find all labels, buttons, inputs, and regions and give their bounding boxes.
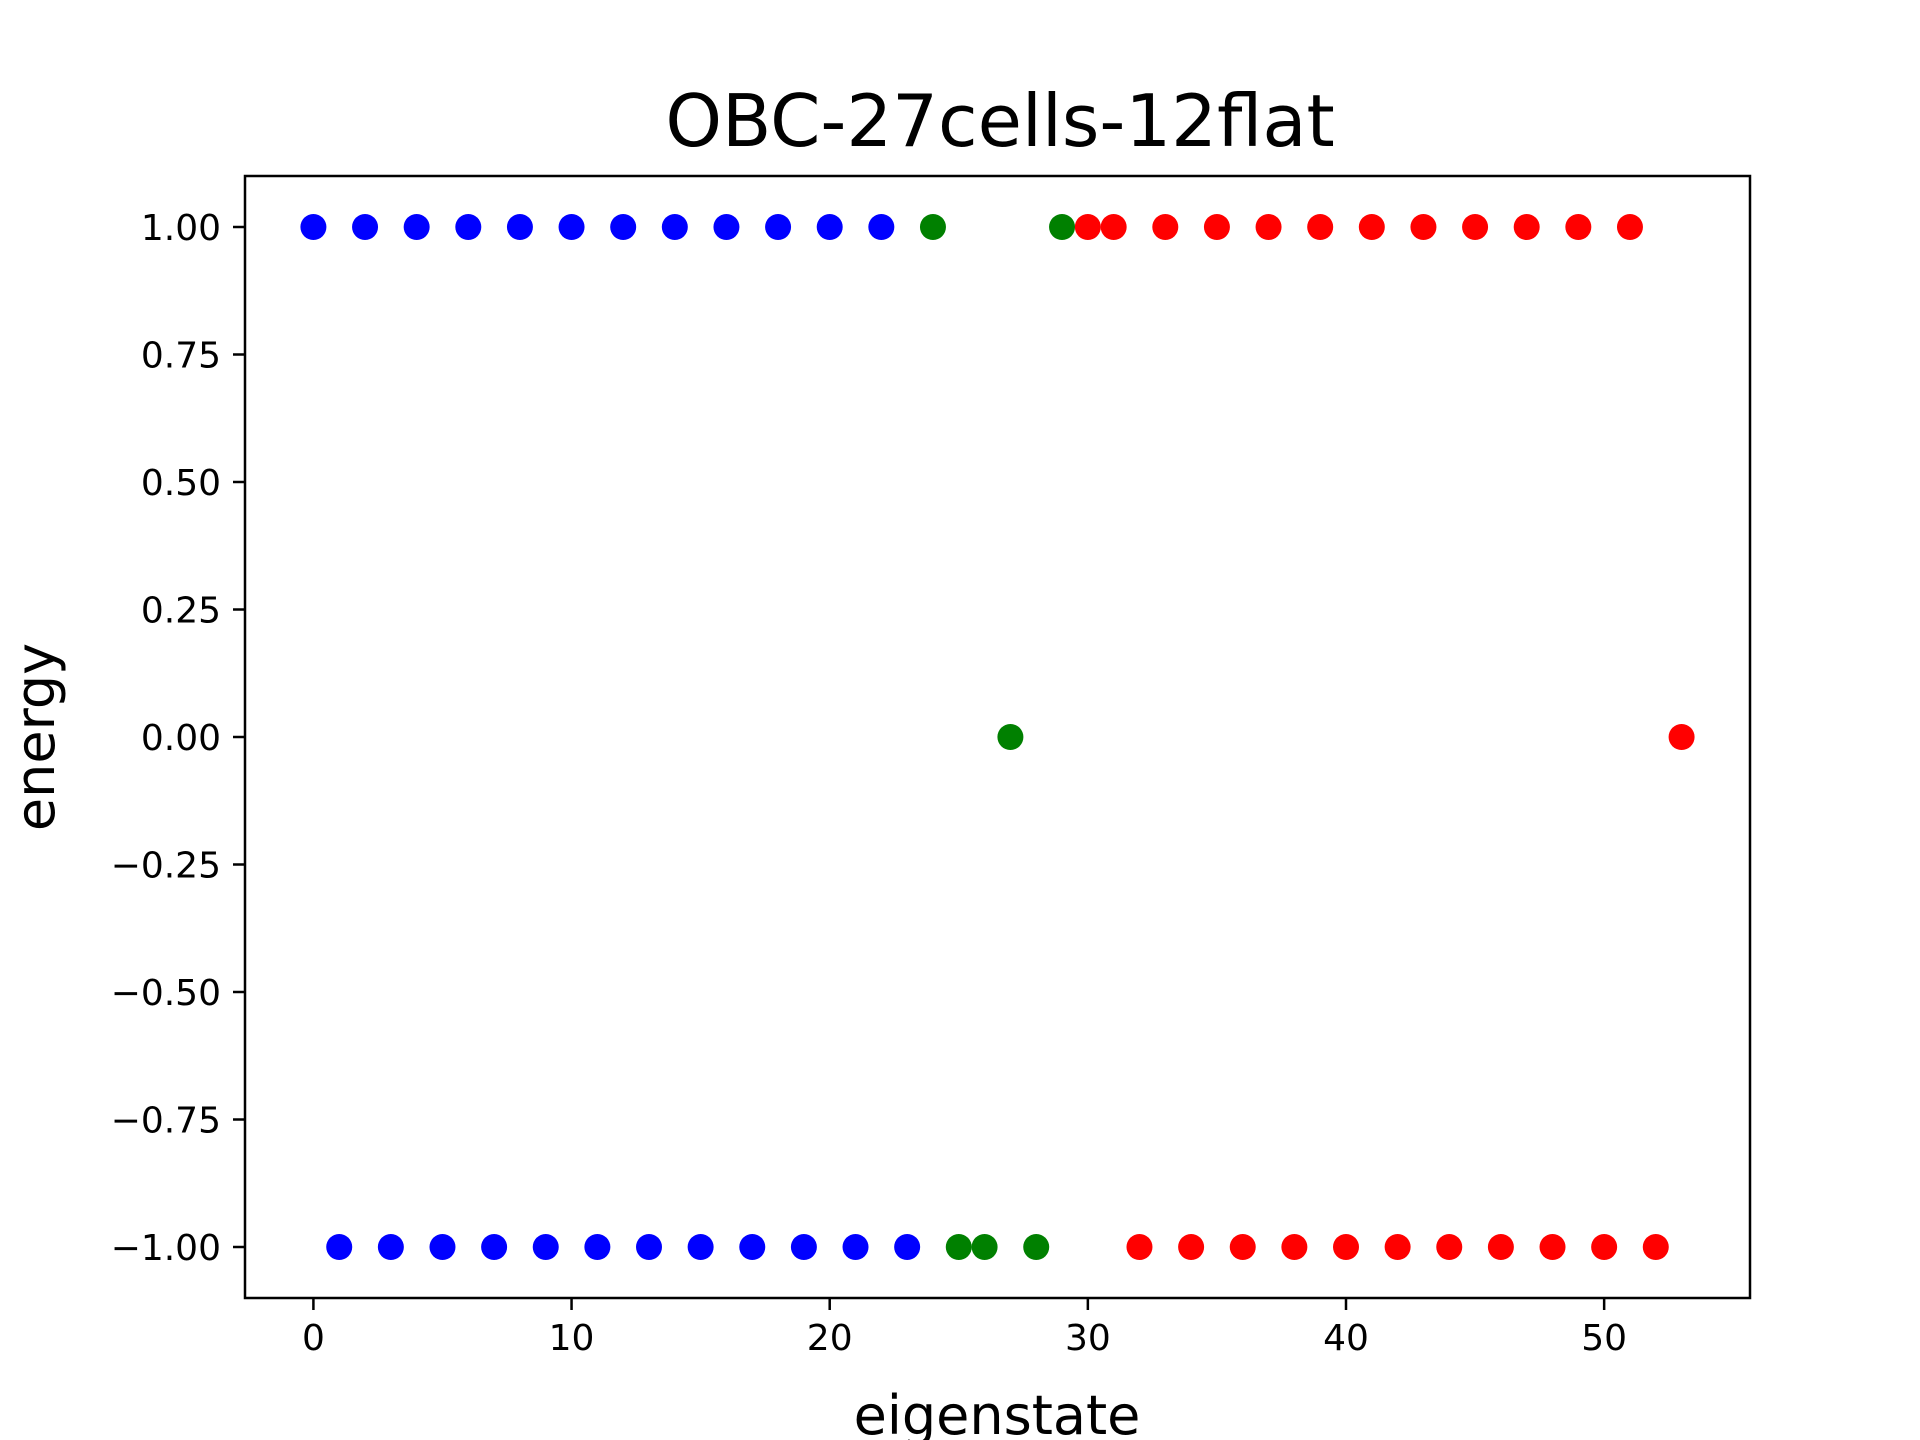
data-point — [971, 1234, 998, 1260]
data-point — [842, 1234, 869, 1260]
y-tick-label: 0.00 — [141, 718, 221, 759]
data-point — [1203, 214, 1230, 240]
x-axis: 0 10 20 30 40 50 — [302, 1298, 1627, 1359]
data-point — [377, 1234, 404, 1260]
data-point — [1255, 214, 1282, 240]
data-point — [1616, 214, 1643, 240]
data-point — [1358, 214, 1385, 240]
x-axis-label: eigenstate — [854, 1384, 1141, 1440]
data-point — [300, 214, 327, 240]
data-point — [1023, 1234, 1050, 1260]
data-point — [1462, 214, 1489, 240]
y-tick-label: −1.00 — [111, 1228, 221, 1269]
data-point — [687, 1234, 714, 1260]
data-point — [739, 1234, 766, 1260]
y-axis: 1.00 0.75 0.50 0.25 0.00 −0.25 −0.50 −0.75 −1.00 — [111, 208, 245, 1269]
y-tick-label: −0.50 — [111, 973, 221, 1014]
data-point — [816, 214, 843, 240]
data-point — [868, 214, 895, 240]
data-point — [1281, 1234, 1308, 1260]
y-tick-label: 0.50 — [141, 463, 221, 504]
data-point — [429, 1234, 456, 1260]
data-point — [919, 214, 946, 240]
data-point — [636, 1234, 663, 1260]
data-point — [661, 214, 688, 240]
y-tick-label: 0.25 — [141, 591, 221, 632]
y-tick-label: 0.75 — [141, 336, 221, 377]
data-point — [403, 214, 430, 240]
data-point — [506, 214, 533, 240]
data-point — [1642, 1234, 1669, 1260]
data-point — [997, 724, 1024, 750]
data-point — [584, 1234, 611, 1260]
data-point — [1229, 1234, 1256, 1260]
data-point — [765, 214, 792, 240]
data-point — [326, 1234, 353, 1260]
data-point — [713, 214, 740, 240]
x-tick-label: 30 — [1065, 1318, 1111, 1359]
y-tick-label: 1.00 — [141, 208, 221, 249]
data-point — [1049, 214, 1076, 240]
data-point — [945, 1234, 972, 1260]
data-point — [1332, 1234, 1359, 1260]
chart-title: OBC-27cells-12flat — [665, 79, 1334, 163]
data-point — [1100, 214, 1127, 240]
data-point — [1513, 214, 1540, 240]
y-tick-label: −0.25 — [111, 846, 221, 887]
data-point — [558, 214, 585, 240]
data-markers — [300, 214, 1695, 1260]
x-tick-label: 40 — [1323, 1318, 1369, 1359]
x-tick-label: 50 — [1581, 1318, 1627, 1359]
x-tick-label: 0 — [302, 1318, 325, 1359]
data-point — [1074, 214, 1101, 240]
data-point — [1565, 214, 1592, 240]
data-point — [1539, 1234, 1566, 1260]
data-point — [1152, 214, 1179, 240]
data-point — [1591, 1234, 1618, 1260]
y-tick-label: −0.75 — [111, 1101, 221, 1142]
data-point — [1384, 1234, 1411, 1260]
data-point — [610, 214, 637, 240]
data-point — [894, 1234, 921, 1260]
y-axis-label: energy — [4, 643, 67, 831]
data-point — [481, 1234, 508, 1260]
data-point — [352, 214, 379, 240]
data-point — [1307, 214, 1334, 240]
data-point — [1178, 1234, 1205, 1260]
data-point — [455, 214, 482, 240]
x-tick-label: 10 — [549, 1318, 595, 1359]
data-point — [532, 1234, 559, 1260]
data-point — [1436, 1234, 1463, 1260]
data-point — [1487, 1234, 1514, 1260]
plot-area — [243, 174, 1752, 1300]
data-point — [1126, 1234, 1153, 1260]
data-point — [1668, 724, 1695, 750]
x-tick-label: 20 — [807, 1318, 853, 1359]
data-point — [1410, 214, 1437, 240]
data-point — [790, 1234, 817, 1260]
